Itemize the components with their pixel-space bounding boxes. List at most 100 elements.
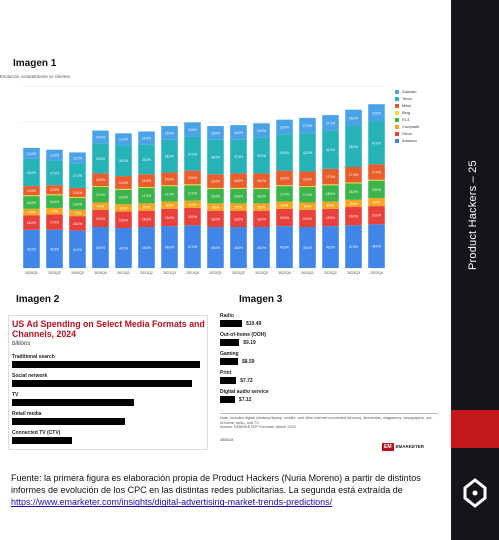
ad-value: $86.75 bbox=[164, 381, 181, 387]
bar-segment bbox=[276, 201, 293, 209]
bar-segment bbox=[138, 203, 155, 211]
bar-segment bbox=[46, 214, 63, 230]
bar-segment bbox=[368, 179, 385, 181]
image1-label: Imagen 1 bbox=[13, 58, 57, 69]
data-label: 30.0% bbox=[27, 171, 36, 175]
bar-segment bbox=[322, 168, 339, 185]
data-label: 45.0% bbox=[211, 246, 220, 250]
data-label: 37.0% bbox=[234, 155, 243, 159]
data-label: 18.0% bbox=[142, 217, 151, 221]
ad-spending-unit: billions bbox=[12, 341, 31, 347]
data-label: 20.0% bbox=[372, 214, 381, 218]
x-tick-label: 2020Q4 bbox=[94, 271, 107, 275]
data-label: 15.0% bbox=[188, 176, 197, 180]
legend-label: Otros bbox=[402, 131, 412, 136]
data-label: 16.0% bbox=[234, 131, 243, 135]
bar-segment bbox=[69, 197, 86, 210]
emarketer-logo-mark: EM bbox=[382, 443, 394, 451]
bar-segment bbox=[276, 186, 293, 202]
ad-value: $90.73 bbox=[173, 362, 189, 368]
data-label: 18.0% bbox=[326, 192, 335, 196]
data-label: 16.0% bbox=[257, 179, 266, 183]
data-label: 8.0% bbox=[350, 202, 357, 206]
bar-segment bbox=[138, 227, 155, 268]
data-label: 8.0% bbox=[258, 206, 265, 210]
data-label: 19.0% bbox=[96, 217, 105, 221]
x-tick-label: 2022Q4 bbox=[278, 271, 291, 275]
bar-segment bbox=[299, 186, 316, 188]
bar-segment bbox=[207, 210, 224, 228]
data-label: 47.0% bbox=[349, 245, 358, 249]
bar-segment bbox=[184, 122, 201, 137]
ad-bar bbox=[220, 358, 238, 365]
ad-value: $54.48 bbox=[97, 419, 114, 425]
bar-segment bbox=[322, 201, 339, 209]
stacked-bar-chart: 42.0% 16.0% 7.0% 14.0% 10.0% 30.0% 12.0% 2020Q1… bbox=[20, 85, 388, 275]
data-label: 14.0% bbox=[142, 136, 151, 140]
data-label: 46.0% bbox=[165, 246, 174, 250]
data-label: 9.0% bbox=[373, 201, 380, 205]
data-label: 19.0% bbox=[303, 217, 312, 221]
x-tick-label: 2022Q1 bbox=[209, 271, 222, 275]
data-label: 19.0% bbox=[372, 188, 381, 192]
ad-row-label: Connected TV (CTV) bbox=[12, 430, 61, 436]
ad-bar bbox=[12, 361, 200, 368]
ad-spending-note: Note: includes digital (desktop/laptop, … bbox=[220, 416, 433, 430]
data-label: 8.0% bbox=[120, 206, 127, 210]
bar-segment bbox=[368, 224, 385, 268]
bar-segment bbox=[253, 210, 270, 228]
bar-segment bbox=[161, 172, 178, 186]
bar-segment bbox=[23, 215, 40, 230]
x-tick-label: 2020Q2 bbox=[48, 271, 61, 275]
bar-segment bbox=[23, 229, 40, 268]
bar-segment bbox=[230, 188, 247, 204]
bar-segment bbox=[368, 180, 385, 198]
bar-segment bbox=[345, 183, 362, 200]
bar-segment bbox=[276, 226, 293, 268]
x-tick-label: 2020Q3 bbox=[71, 271, 84, 275]
data-label: 19.0% bbox=[188, 215, 197, 219]
bar-segment bbox=[69, 197, 86, 198]
data-label: 17.0% bbox=[96, 193, 105, 197]
bar-segment bbox=[253, 188, 270, 204]
bar-segment bbox=[138, 210, 155, 228]
ad-bar bbox=[220, 320, 242, 327]
bar-segment bbox=[207, 227, 224, 268]
bar-segment bbox=[184, 136, 201, 171]
ad-value: $8.59 bbox=[242, 359, 255, 365]
data-label: 20.0% bbox=[349, 215, 358, 219]
data-label: 12.0% bbox=[50, 154, 59, 158]
data-label: 40.0% bbox=[280, 151, 289, 155]
bar-segment bbox=[368, 206, 385, 225]
bar-segment bbox=[184, 200, 201, 208]
bar-segment bbox=[253, 173, 270, 188]
data-label: 14.0% bbox=[96, 178, 105, 182]
ad-row-label: Out-of-home (OOH) bbox=[220, 332, 267, 338]
bar-segment bbox=[230, 227, 247, 268]
ad-row-label: TV bbox=[12, 392, 19, 398]
legend-item: Compartir bbox=[395, 123, 420, 130]
ad-row-label: Gaming bbox=[220, 351, 239, 357]
legend-item: Zalando bbox=[395, 88, 420, 95]
ad-bar bbox=[220, 377, 237, 384]
bar-segment bbox=[322, 226, 339, 268]
bar-segment bbox=[207, 126, 224, 140]
bar-segment bbox=[299, 209, 316, 228]
bar-segment bbox=[46, 195, 63, 208]
emarketer-logo: EM EMARKETER bbox=[382, 435, 424, 453]
data-label: 13.0% bbox=[119, 138, 128, 142]
bar-segment bbox=[184, 185, 201, 201]
ad-bar bbox=[220, 396, 235, 403]
legend-swatch bbox=[395, 110, 399, 115]
data-label: 17.0% bbox=[142, 194, 151, 198]
ad-row-label: Retail media bbox=[12, 411, 42, 417]
source-link[interactable]: https://www.emarketer.com/insights/digit… bbox=[11, 497, 333, 508]
legend-swatch bbox=[395, 89, 399, 94]
data-label: 16.0% bbox=[280, 125, 289, 129]
data-label: 12.0% bbox=[73, 156, 82, 160]
data-label: 48.0% bbox=[372, 245, 381, 249]
data-label: 10.0% bbox=[73, 191, 82, 195]
data-label: 17.0% bbox=[349, 173, 358, 177]
ad-spending-panel: US Ad Spending on Select Media Formats a… bbox=[8, 315, 208, 450]
data-label: 41.0% bbox=[73, 248, 82, 252]
